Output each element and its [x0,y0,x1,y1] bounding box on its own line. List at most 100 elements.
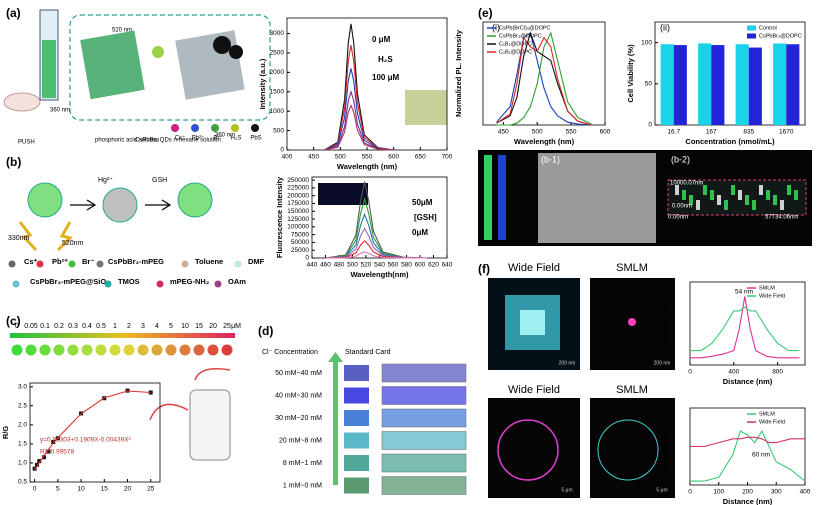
x-tick-label: 440 [307,262,318,269]
cell-signal [682,190,686,200]
cell-signal [773,195,777,205]
label: 5 μm [561,487,572,493]
y-axis-label: Normalized PL. Intensity [454,29,463,117]
column-header: Standard Card [345,349,391,356]
row-label: 8 mM~1 mM [283,460,322,467]
legend-icon [156,280,164,288]
point [148,390,153,395]
series-line [690,306,800,352]
series-line [324,68,394,151]
legend-dot [191,124,199,132]
inset-photo [318,183,368,205]
y-tick-label: 1500 [270,88,285,95]
cell-signal [766,190,770,200]
label: Cs⁺ [175,135,186,142]
x-tick-label: 500 [347,262,358,269]
legend-icon [234,260,242,268]
column-header: Cl⁻ Concentration [262,349,318,356]
y-tick-label: 1000 [270,108,285,115]
label: mPEG-NH₂ [170,277,209,286]
label: CsPbBr₃ QDs n-hexane solution [135,138,221,144]
concentration-label: 0.5 [96,323,106,330]
swatch [344,477,369,494]
y-tick-label: 250000 [287,177,309,184]
cycle-arrow [149,368,231,421]
plot-frame [482,21,606,126]
x-tick-label: 0 [33,486,37,493]
y-tick-label: 0 [648,122,652,129]
plot-frame [29,382,161,483]
y-tick-label: 50 [645,81,653,88]
annotation: 100 μM [372,73,399,82]
series-line [690,436,805,448]
x-tick-label: 600 [388,154,399,161]
color-dot [221,344,233,356]
x-tick-label: 1670 [779,129,794,136]
x-tick-label: 25 [147,486,155,493]
smlm-spot [628,318,636,326]
annotation: 60 nm [752,452,770,459]
x-axis-label: Distance (nm) [723,377,773,386]
legend-icon [12,280,20,288]
color-dot [95,344,107,356]
concentration-label: 2 [127,323,131,330]
concentration-label: 0.3 [68,323,78,330]
x-axis-label: Distance (nm) [723,497,773,505]
row-label: 40 mM~30 mM [275,392,322,399]
y-tick-label: 200000 [287,192,309,199]
label: PUSH [18,140,35,146]
swatch [344,432,369,449]
color-dot [53,344,65,356]
label: 0.00nm [672,204,692,210]
label: CsPbBr₃-mPEG [108,257,164,266]
concentration-label: 3 [141,323,145,330]
arrow-shaft [333,360,338,485]
legend-label: C₂B₁@DOPC [499,49,532,55]
cell-signal [724,200,728,210]
lightning [18,221,73,252]
y-tick-label: 3000 [270,30,285,37]
x-tick-label: 0 [688,369,692,376]
series-line [324,89,394,151]
concentration-label: μM [231,323,241,330]
series-line [690,296,800,359]
series-line [496,36,592,126]
x-tick-label: 167 [706,129,717,136]
x-tick-label: 835 [743,129,754,136]
x-tick-label: 650 [415,154,426,161]
label: 10000.07nm [670,181,703,187]
annotation: y=0.82303+0.1909X-0.00439X² [40,437,132,444]
y-tick-label: 25000 [291,247,309,254]
strip [381,431,467,450]
label: (b-1) [541,154,560,164]
panel-label: (f) [478,262,490,276]
legend-dot [251,124,259,132]
nanoparticle [102,187,138,223]
plot-frame [286,17,448,151]
concentration-label: 10 [181,323,189,330]
row-label: 50 mM~40 mM [275,370,322,377]
concentration-label: 0.4 [82,323,92,330]
label: Br⁻ [213,136,222,142]
color-dot [137,344,149,356]
label: (b-2) [671,154,690,164]
bar [735,44,749,125]
y-tick-label: 225000 [287,185,309,192]
concentration-label: 4 [155,323,159,330]
concentration-label: 0.1 [40,323,50,330]
y-axis-label: R/G [1,426,10,440]
bar [660,44,674,125]
strip [381,453,467,473]
arrow [70,199,172,211]
y-tick-label: 2.0 [18,422,27,429]
cell-signal [759,185,763,195]
swatch [344,410,369,426]
panel-label: (a) [6,6,21,20]
annotation: 0 μM [372,35,391,44]
legend-icon [104,280,112,288]
cell-signal [689,195,693,205]
y-tick-label: 100000 [287,224,309,231]
bar [673,45,687,125]
point [46,449,51,454]
bar [773,43,787,126]
